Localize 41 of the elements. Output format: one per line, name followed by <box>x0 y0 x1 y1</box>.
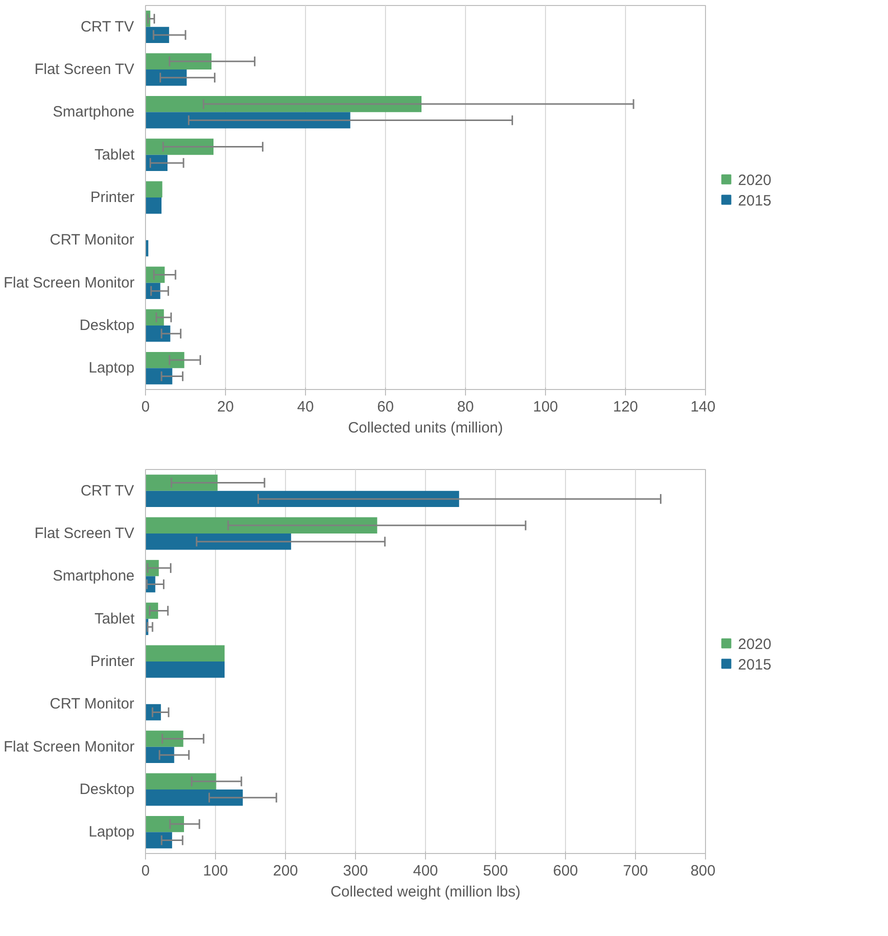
x-tick-label: 200 <box>272 862 298 880</box>
x-tick-label: 500 <box>482 862 508 880</box>
y-tick-label: Laptop <box>88 824 135 841</box>
legend-label: 2015 <box>738 192 772 210</box>
x-axis-title: Collected units (million) <box>348 420 504 436</box>
x-tick-label: 300 <box>342 862 368 880</box>
x-tick-label: 600 <box>552 862 578 880</box>
y-tick-label: Smartphone <box>52 568 134 585</box>
y-tick-label: Flat Screen Monitor <box>4 274 135 292</box>
legend-label: 2020 <box>738 636 772 653</box>
x-tick-label: 20 <box>217 398 234 416</box>
y-tick-label: Printer <box>90 189 135 206</box>
x-tick-label: 100 <box>532 398 558 416</box>
y-tick-label: CRT TV <box>80 18 134 36</box>
x-tick-label: 80 <box>457 398 474 416</box>
y-tick-label: CRT Monitor <box>50 232 134 249</box>
y-tick-label: Flat Screen TV <box>34 525 134 542</box>
y-tick-label: CRT TV <box>80 482 134 500</box>
x-tick-label: 100 <box>202 862 228 880</box>
y-tick-label: Flat Screen TV <box>34 61 134 78</box>
y-tick-label: Flat Screen Monitor <box>4 738 135 756</box>
x-tick-label: 120 <box>612 398 638 416</box>
y-tick-label: Tablet <box>94 610 136 628</box>
x-tick-label: 800 <box>690 862 716 880</box>
y-tick-label: Tablet <box>94 146 136 164</box>
y-tick-label: Printer <box>90 653 135 670</box>
x-tick-label: 40 <box>297 398 314 416</box>
y-tick-label: Smartphone <box>52 104 134 121</box>
x-tick-label: 700 <box>622 862 648 880</box>
legend-label: 2020 <box>738 172 772 189</box>
x-tick-label: 400 <box>412 862 438 880</box>
y-tick-label: CRT Monitor <box>50 696 134 713</box>
x-tick-label: 140 <box>690 398 716 416</box>
legend-label: 2015 <box>738 656 772 674</box>
y-tick-label: Desktop <box>79 781 135 798</box>
x-axis-title: Collected weight (million lbs) <box>330 884 521 900</box>
x-tick-label: 0 <box>141 862 150 880</box>
y-tick-label: Laptop <box>88 360 135 377</box>
x-tick-label: 60 <box>377 398 394 416</box>
y-tick-label: Desktop <box>79 317 135 334</box>
x-tick-label: 0 <box>141 398 150 416</box>
